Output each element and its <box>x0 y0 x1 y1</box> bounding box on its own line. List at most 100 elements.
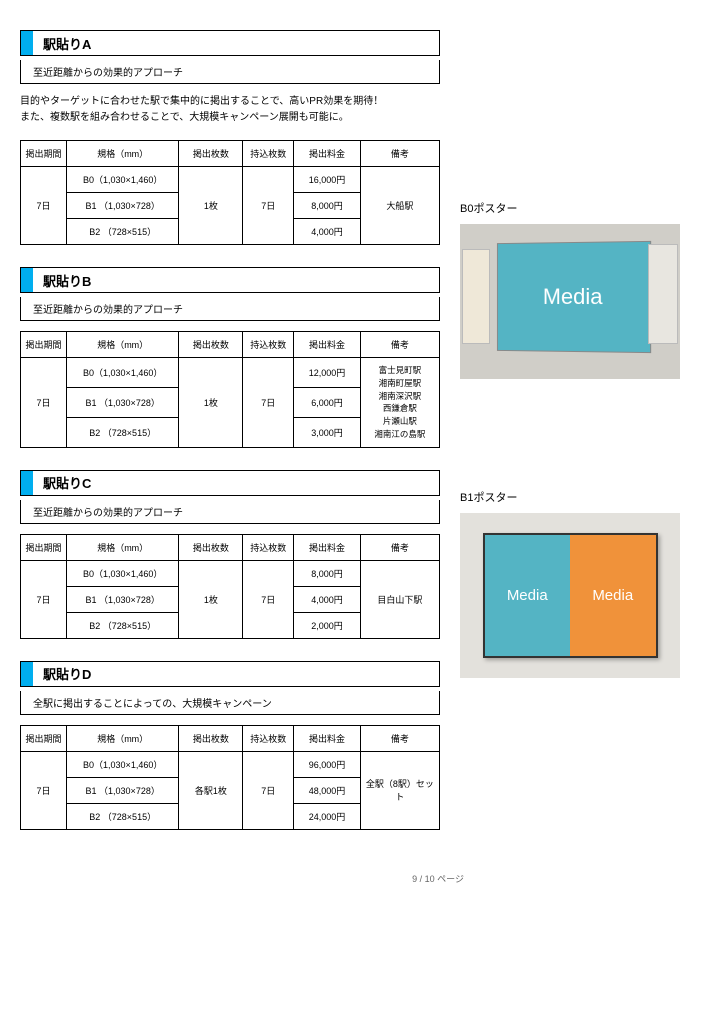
cell-remark: 目白山下駅 <box>360 560 439 638</box>
poster-b0-side-left <box>462 249 490 344</box>
table-c: 掲出期間 規格（mm） 掲出枚数 持込枚数 掲出料金 備考 7日 B0（1,03… <box>20 534 440 639</box>
table-row: 掲出期間 規格（mm） 掲出枚数 持込枚数 掲出料金 備考 <box>21 725 440 751</box>
th-count: 掲出枚数 <box>179 141 243 167</box>
cell-remark: 大船駅 <box>360 167 439 245</box>
cell-count: 1枚 <box>179 358 243 448</box>
page-footer: 9 / 10 ページ <box>20 872 704 885</box>
subtitle-b: 至近距離からの効果的アプローチ <box>20 297 440 321</box>
poster-b1-frame: Media Media <box>483 533 658 658</box>
section-c: 駅貼りC 至近距離からの効果的アプローチ 掲出期間 規格（mm） 掲出枚数 持込… <box>20 470 440 639</box>
cell-fee: 8,000円 <box>294 560 360 586</box>
title-bar-d: 駅貼りD <box>20 661 440 687</box>
subtitle-d: 全駅に掲出することによっての、大規模キャンペーン <box>20 691 440 715</box>
th-remark: 備考 <box>360 141 439 167</box>
title-accent <box>21 268 33 292</box>
th-remark: 備考 <box>360 725 439 751</box>
th-count: 掲出枚数 <box>179 534 243 560</box>
cell-bring: 7日 <box>243 167 294 245</box>
th-spec: 規格（mm） <box>66 725 178 751</box>
table-row: 7日 B0（1,030×1,460） 各駅1枚 7日 96,000円 全駅（8駅… <box>21 751 440 777</box>
table-row: 7日 B0（1,030×1,460） 1枚 7日 8,000円 目白山下駅 <box>21 560 440 586</box>
cell-count: 各駅1枚 <box>179 751 243 829</box>
cell-fee: 48,000円 <box>294 777 360 803</box>
th-bring: 持込枚数 <box>243 141 294 167</box>
cell-bring: 7日 <box>243 751 294 829</box>
title-bar-b: 駅貼りB <box>20 267 440 293</box>
title-a: 駅貼りA <box>33 31 101 55</box>
th-spec: 規格（mm） <box>66 534 178 560</box>
th-period: 掲出期間 <box>21 725 67 751</box>
cell-spec: B0（1,030×1,460） <box>66 167 178 193</box>
cell-count: 1枚 <box>179 560 243 638</box>
cell-spec: B2 （728×515） <box>66 219 178 245</box>
cell-spec: B0（1,030×1,460） <box>66 358 178 388</box>
title-c: 駅貼りC <box>33 471 101 495</box>
cell-spec: B0（1,030×1,460） <box>66 751 178 777</box>
cell-bring: 7日 <box>243 358 294 448</box>
cell-fee: 2,000円 <box>294 612 360 638</box>
cell-fee: 4,000円 <box>294 586 360 612</box>
title-accent <box>21 662 33 686</box>
right-column: B0ポスター Media B1ポスター Media Media <box>460 30 680 852</box>
table-row: 7日 B0（1,030×1,460） 1枚 7日 16,000円 大船駅 <box>21 167 440 193</box>
cell-spec: B1 （1,030×728） <box>66 193 178 219</box>
table-b: 掲出期間 規格（mm） 掲出枚数 持込枚数 掲出料金 備考 7日 B0（1,03… <box>20 331 440 448</box>
cell-period: 7日 <box>21 167 67 245</box>
poster-b0-label: B0ポスター <box>460 200 680 216</box>
th-bring: 持込枚数 <box>243 332 294 358</box>
th-remark: 備考 <box>360 332 439 358</box>
cell-spec: B1 （1,030×728） <box>66 387 178 417</box>
table-d: 掲出期間 規格（mm） 掲出枚数 持込枚数 掲出料金 備考 7日 B0（1,03… <box>20 725 440 830</box>
cell-remark: 全駅（8駅）セット <box>360 751 439 829</box>
cell-spec: B2 （728×515） <box>66 803 178 829</box>
th-spec: 規格（mm） <box>66 141 178 167</box>
th-remark: 備考 <box>360 534 439 560</box>
poster-b0-side-right <box>648 244 678 344</box>
title-b: 駅貼りB <box>33 268 101 292</box>
th-period: 掲出期間 <box>21 141 67 167</box>
cell-fee: 6,000円 <box>294 387 360 417</box>
cell-spec: B0（1,030×1,460） <box>66 560 178 586</box>
cell-spec: B2 （728×515） <box>66 612 178 638</box>
title-accent <box>21 31 33 55</box>
th-fee: 掲出料金 <box>294 725 360 751</box>
th-bring: 持込枚数 <box>243 725 294 751</box>
table-row: 掲出期間 規格（mm） 掲出枚数 持込枚数 掲出料金 備考 <box>21 534 440 560</box>
poster-b1-teal: Media <box>485 535 571 656</box>
cell-fee: 3,000円 <box>294 417 360 447</box>
cell-fee: 96,000円 <box>294 751 360 777</box>
poster-b1-orange: Media <box>570 535 656 656</box>
cell-fee: 4,000円 <box>294 219 360 245</box>
cell-fee: 8,000円 <box>294 193 360 219</box>
th-bring: 持込枚数 <box>243 534 294 560</box>
cell-period: 7日 <box>21 560 67 638</box>
table-row: 掲出期間 規格（mm） 掲出枚数 持込枚数 掲出料金 備考 <box>21 141 440 167</box>
cell-spec: B2 （728×515） <box>66 417 178 447</box>
table-row: 7日 B0（1,030×1,460） 1枚 7日 12,000円 富士見町駅 湘… <box>21 358 440 388</box>
cell-remark: 富士見町駅 湘南町屋駅 湘南深沢駅 西鎌倉駅 片瀬山駅 湘南江の島駅 <box>360 358 439 448</box>
poster-b1-label: B1ポスター <box>460 489 680 505</box>
th-period: 掲出期間 <box>21 534 67 560</box>
cell-spec: B1 （1,030×728） <box>66 777 178 803</box>
title-bar-c: 駅貼りC <box>20 470 440 496</box>
th-count: 掲出枚数 <box>179 332 243 358</box>
cell-spec: B1 （1,030×728） <box>66 586 178 612</box>
th-spec: 規格（mm） <box>66 332 178 358</box>
th-period: 掲出期間 <box>21 332 67 358</box>
cell-count: 1枚 <box>179 167 243 245</box>
poster-b0-media: Media <box>497 241 651 353</box>
section-d: 駅貼りD 全駅に掲出することによっての、大規模キャンペーン 掲出期間 規格（mm… <box>20 661 440 830</box>
th-fee: 掲出料金 <box>294 141 360 167</box>
poster-b1-image: Media Media <box>460 513 680 678</box>
description-a: 目的やターゲットに合わせた駅で集中的に掲出することで、高いPR効果を期待！ また… <box>20 94 440 126</box>
cell-fee: 12,000円 <box>294 358 360 388</box>
cell-fee: 16,000円 <box>294 167 360 193</box>
left-column: 駅貼りA 至近距離からの効果的アプローチ 目的やターゲットに合わせた駅で集中的に… <box>20 30 440 852</box>
cell-fee: 24,000円 <box>294 803 360 829</box>
title-accent <box>21 471 33 495</box>
th-fee: 掲出料金 <box>294 534 360 560</box>
section-a: 駅貼りA 至近距離からの効果的アプローチ 目的やターゲットに合わせた駅で集中的に… <box>20 30 440 245</box>
subtitle-a: 至近距離からの効果的アプローチ <box>20 60 440 84</box>
cell-period: 7日 <box>21 358 67 448</box>
subtitle-c: 至近距離からの効果的アプローチ <box>20 500 440 524</box>
